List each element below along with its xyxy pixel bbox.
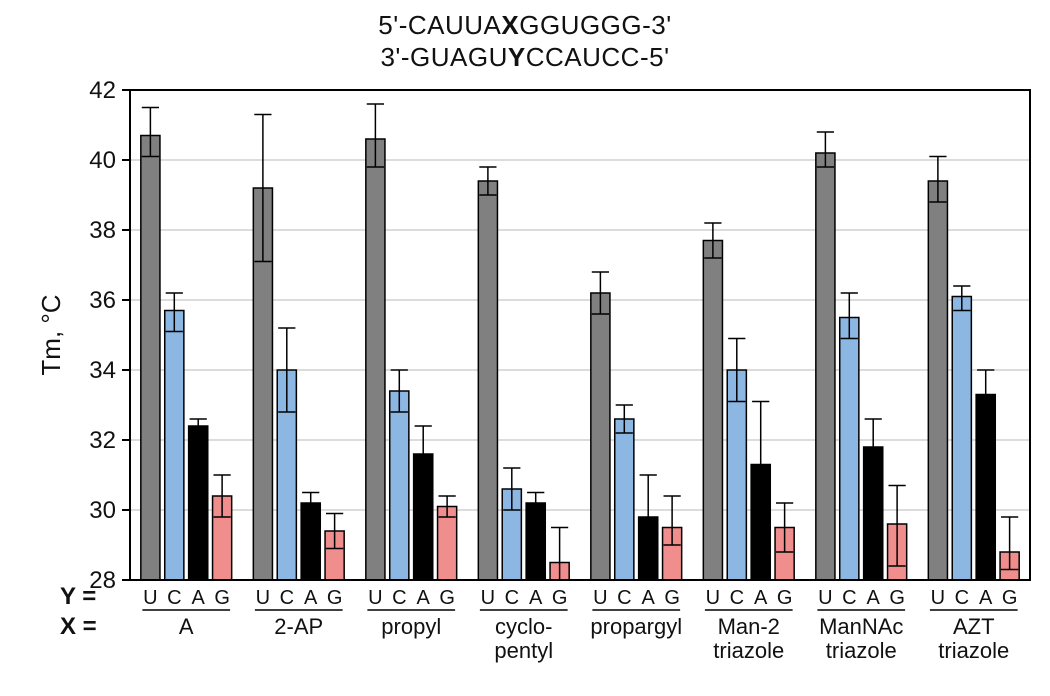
bar-propargyl-U <box>591 293 610 580</box>
x-group-label: propargyl <box>590 614 682 639</box>
ytick-label: 40 <box>89 147 116 174</box>
x-sub-label: C <box>617 587 631 609</box>
bar-cyclopentyl-A <box>526 503 545 580</box>
x-sub-label: C <box>280 587 294 609</box>
ytick-label: 38 <box>89 217 116 244</box>
bar-A-A <box>189 426 208 580</box>
x-sub-label: A <box>529 587 543 609</box>
x-sub-label: A <box>192 587 206 609</box>
x-group-label: cyclo- <box>495 614 552 639</box>
x-sub-label: C <box>730 587 744 609</box>
bar-propyl-U <box>366 139 385 580</box>
bar-AZT-triazole-C <box>952 297 971 581</box>
row-label-x: X = <box>60 613 97 640</box>
x-sub-label: C <box>955 587 969 609</box>
ytick-label: 30 <box>89 497 116 524</box>
tm-bar-chart: 2830323436384042Tm, °CUCAGAUCAG2-APUCAGp… <box>0 0 1050 696</box>
ytick-label: 34 <box>89 357 116 384</box>
x-sub-label: C <box>505 587 519 609</box>
x-sub-label: U <box>818 587 832 609</box>
x-sub-label: G <box>327 587 343 609</box>
ytick-label: 36 <box>89 287 116 314</box>
x-group-label: triazole <box>713 638 784 663</box>
x-group-label: triazole <box>938 638 1009 663</box>
x-group-label: propyl <box>381 614 441 639</box>
x-sub-label: U <box>143 587 157 609</box>
x-sub-label: G <box>214 587 230 609</box>
x-sub-label: U <box>368 587 382 609</box>
x-sub-label: G <box>889 587 905 609</box>
x-group-label: triazole <box>826 638 897 663</box>
x-sub-label: A <box>754 587 768 609</box>
x-sub-label: G <box>1002 587 1018 609</box>
bar-AZT-triazole-A <box>976 395 995 581</box>
x-group-label: ManNAc <box>819 614 903 639</box>
figure-container: 5'-CAUUAXGGUGGG-3' 3'-GUAGUYCCAUCC-5' 28… <box>0 0 1050 696</box>
x-sub-label: U <box>256 587 270 609</box>
x-sub-label: C <box>167 587 181 609</box>
x-sub-label: U <box>481 587 495 609</box>
x-sub-label: U <box>593 587 607 609</box>
bar-propyl-C <box>390 391 409 580</box>
bar-ManNAc-triazole-C <box>840 318 859 581</box>
y-axis-label: Tm, °C <box>36 294 66 375</box>
x-group-label: A <box>179 614 194 639</box>
bar-Man-2-triazole-U <box>703 241 722 581</box>
x-group-label: 2-AP <box>274 614 323 639</box>
bar-ManNAc-triazole-U <box>816 153 835 580</box>
x-sub-label: C <box>392 587 406 609</box>
x-group-label: AZT <box>953 614 995 639</box>
x-sub-label: A <box>867 587 881 609</box>
ytick-label: 42 <box>89 77 116 104</box>
bar-2-AP-A <box>301 503 320 580</box>
x-sub-label: U <box>706 587 720 609</box>
bar-AZT-triazole-U <box>928 181 947 580</box>
x-group-label: pentyl <box>494 638 553 663</box>
x-sub-label: U <box>931 587 945 609</box>
row-label-y: Y = <box>60 583 96 610</box>
bar-cyclopentyl-U <box>478 181 497 580</box>
ytick-label: 32 <box>89 427 116 454</box>
bar-propargyl-C <box>615 419 634 580</box>
x-sub-label: G <box>777 587 793 609</box>
bar-A-C <box>165 311 184 581</box>
x-sub-label: G <box>439 587 455 609</box>
bar-A-U <box>141 136 160 581</box>
x-sub-label: A <box>417 587 431 609</box>
x-sub-label: G <box>552 587 568 609</box>
x-sub-label: A <box>642 587 656 609</box>
x-sub-label: C <box>842 587 856 609</box>
x-sub-label: A <box>304 587 318 609</box>
x-sub-label: A <box>979 587 993 609</box>
x-group-label: Man-2 <box>718 614 780 639</box>
x-sub-label: G <box>664 587 680 609</box>
